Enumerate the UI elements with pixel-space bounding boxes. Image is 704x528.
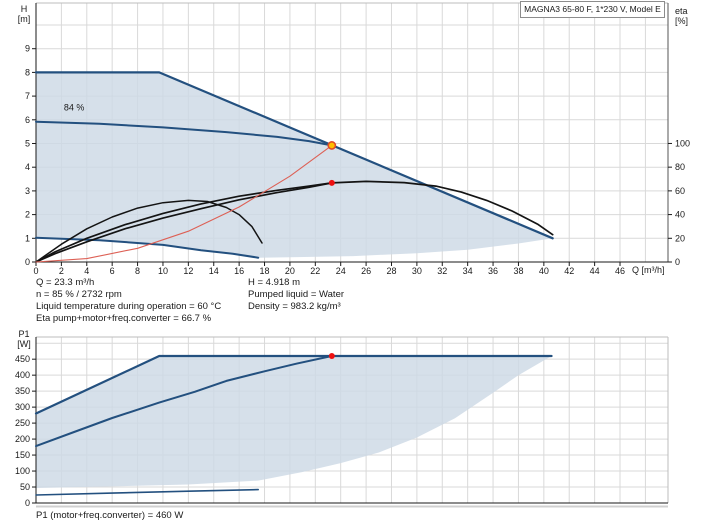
p1-tick-label: 250 [15, 418, 30, 428]
q-tick-label: 30 [412, 266, 422, 276]
q-tick-label: 20 [285, 266, 295, 276]
duty-info-column-2: H = 4.918 m Pumped liquid = Water Densit… [248, 277, 344, 313]
h-axis-label: H [m] [12, 4, 36, 24]
eta-axis-label: eta [%] [675, 6, 688, 26]
q-tick-label: 40 [539, 266, 549, 276]
max-speed-curve [34, 71, 554, 240]
q-tick-label: 22 [310, 266, 320, 276]
p1-axis-label-unit: [W] [17, 339, 31, 349]
p1-tick-label: 0 [25, 498, 30, 508]
q-tick-label: 44 [590, 266, 600, 276]
p1-tick-label: 200 [15, 434, 30, 444]
eta-curve-pump [35, 182, 333, 263]
min-speed-curve [35, 236, 260, 259]
eta-tick-label: 20 [675, 233, 685, 243]
eta-tick-label: 100 [675, 138, 690, 148]
eta-duty-point[interactable] [328, 179, 335, 186]
info-flow: Q = 23.3 m³/h [36, 277, 95, 288]
pump-title-text: MAGNA3 65-80 F, 1*230 V, Model E [524, 4, 661, 14]
p1-tick-label: 150 [15, 450, 30, 460]
eta-tick-label: 80 [675, 162, 685, 172]
h-tick-label: 0 [25, 257, 30, 267]
q-tick-label: 6 [110, 266, 115, 276]
info-density: Density = 983.2 kg/m³ [248, 301, 341, 312]
p1-tick-label: 100 [15, 466, 30, 476]
h-tick-label: 4 [25, 162, 30, 172]
h-axis-label-symbol: H [20, 4, 28, 14]
q-tick-label: 12 [183, 266, 193, 276]
power-range-area [36, 356, 552, 488]
h-tick-label: 3 [25, 186, 30, 196]
q-tick-label: 2 [59, 266, 64, 276]
q-axis-unit-label: Q [m³/h] [632, 265, 665, 275]
min-power-curve [35, 488, 259, 496]
speed-percentage-label: 84 % [64, 102, 85, 112]
h-tick-label: 9 [25, 44, 30, 54]
q-tick-label: 8 [135, 266, 140, 276]
h-tick-label: 1 [25, 233, 30, 243]
q-tick-label: 14 [209, 266, 219, 276]
duty-point[interactable] [327, 141, 337, 150]
q-tick-label: 0 [33, 266, 38, 276]
h-tick-label: 2 [25, 210, 30, 220]
info-liquid-temperature: Liquid temperature during operation = 60… [36, 301, 222, 312]
q-tick-label: 36 [488, 266, 498, 276]
h-tick-label: 5 [25, 139, 30, 149]
duty-info-column-1: Q = 23.3 m³/h n = 85 % / 2732 rpm Liquid… [36, 277, 221, 325]
q-tick-label: 18 [260, 266, 270, 276]
power-duty-point[interactable] [328, 352, 335, 359]
h-tick-label: 7 [25, 91, 30, 101]
q-tick-label: 16 [234, 266, 244, 276]
q-tick-label: 28 [386, 266, 396, 276]
system-curve [35, 144, 333, 263]
p1-tick-label: 50 [20, 482, 30, 492]
q-tick-label: 32 [437, 266, 447, 276]
p1-tick-label: 400 [15, 370, 30, 380]
info-pumped-liquid: Pumped liquid = Water [248, 289, 345, 300]
eta-tick-label: 40 [675, 210, 685, 220]
speed-84-percent-curve [35, 120, 333, 147]
eta-axis-label-symbol: eta [675, 6, 688, 16]
eta-axis-label-unit: [%] [675, 16, 689, 26]
info-speed: n = 85 % / 2732 rpm [36, 289, 122, 300]
h-axis-label-unit: [m] [17, 14, 31, 24]
operating-range-area [36, 72, 553, 258]
h-tick-label: 8 [25, 67, 30, 77]
q-tick-label: 38 [513, 266, 523, 276]
eta-curve-reduced-speed [35, 199, 263, 263]
pump-title-box: MAGNA3 65-80 F, 1*230 V, Model E [520, 1, 665, 18]
q-tick-label: 26 [361, 266, 371, 276]
info-eta-total: Eta pump+motor+freq.converter = 66.7 % [36, 313, 212, 324]
q-tick-label: 46 [615, 266, 625, 276]
q-tick-label: 10 [158, 266, 168, 276]
p1-result-text: P1 (motor+freq.converter) = 460 W [36, 510, 184, 521]
p1-tick-label: 450 [15, 354, 30, 364]
p1-tick-label: 350 [15, 386, 30, 396]
power-curve [35, 355, 553, 448]
info-head: H = 4.918 m [248, 277, 301, 288]
q-tick-label: 24 [336, 266, 346, 276]
q-tick-label: 34 [463, 266, 473, 276]
q-tick-label: 4 [84, 266, 89, 276]
p1-tick-label: 300 [15, 402, 30, 412]
eta-tick-label: 0 [675, 257, 680, 267]
h-tick-label: 6 [25, 115, 30, 125]
eta-tick-label: 60 [675, 186, 685, 196]
q-tick-label: 42 [564, 266, 574, 276]
p1-axis-label: P1 [W] [12, 329, 36, 349]
p1-axis-label-symbol: P1 [18, 329, 30, 339]
